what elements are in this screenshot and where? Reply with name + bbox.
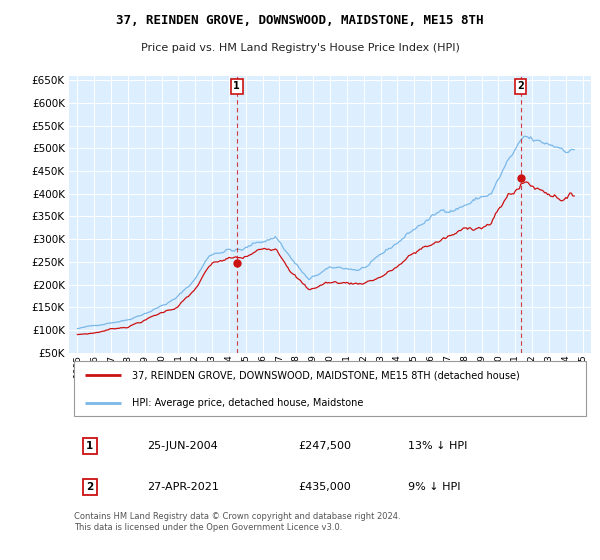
Text: 1: 1 <box>233 81 240 91</box>
Text: Contains HM Land Registry data © Crown copyright and database right 2024.
This d: Contains HM Land Registry data © Crown c… <box>74 512 401 532</box>
Text: 13% ↓ HPI: 13% ↓ HPI <box>409 441 467 451</box>
FancyBboxPatch shape <box>74 361 586 417</box>
Text: 27-APR-2021: 27-APR-2021 <box>148 482 219 492</box>
Text: 2: 2 <box>517 81 524 91</box>
Text: £435,000: £435,000 <box>299 482 352 492</box>
Text: £247,500: £247,500 <box>299 441 352 451</box>
Text: Price paid vs. HM Land Registry's House Price Index (HPI): Price paid vs. HM Land Registry's House … <box>140 43 460 53</box>
Text: 25-JUN-2004: 25-JUN-2004 <box>148 441 218 451</box>
Text: 1: 1 <box>86 441 94 451</box>
Text: 2: 2 <box>86 482 94 492</box>
Text: 9% ↓ HPI: 9% ↓ HPI <box>409 482 461 492</box>
Text: HPI: Average price, detached house, Maidstone: HPI: Average price, detached house, Maid… <box>131 398 363 408</box>
Text: 37, REINDEN GROVE, DOWNSWOOD, MAIDSTONE, ME15 8TH: 37, REINDEN GROVE, DOWNSWOOD, MAIDSTONE,… <box>116 14 484 27</box>
Text: 37, REINDEN GROVE, DOWNSWOOD, MAIDSTONE, ME15 8TH (detached house): 37, REINDEN GROVE, DOWNSWOOD, MAIDSTONE,… <box>131 370 520 380</box>
